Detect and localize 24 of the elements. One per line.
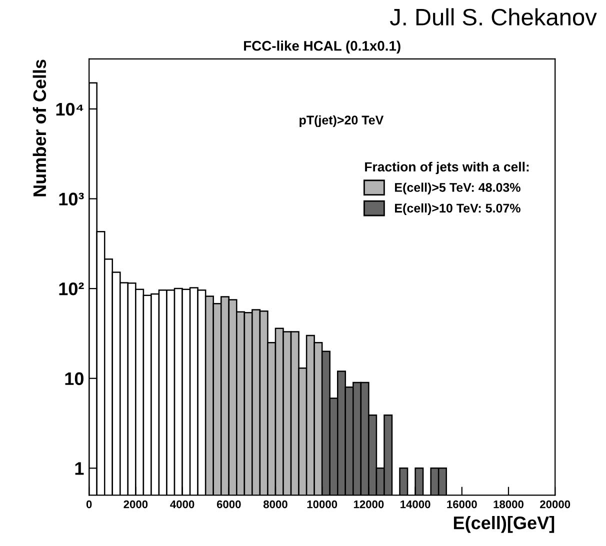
x-tick-label: 4000 <box>170 500 194 508</box>
chart-title: FCC-like HCAL (0.1x0.1) <box>244 40 400 54</box>
x-tick-label: 14000 <box>400 500 430 508</box>
x-tick-label: 6000 <box>216 500 241 508</box>
y-axis-title: Number of Cells <box>32 60 46 196</box>
x-tick-label: 16000 <box>447 500 477 508</box>
legend-title: Fraction of jets with a cell: <box>365 162 529 174</box>
y-tick-label: 10² <box>59 282 84 296</box>
x-tick-label: 10000 <box>307 500 338 508</box>
x-tick-label: 8000 <box>263 500 288 508</box>
x-tick-label: 2000 <box>124 500 148 508</box>
legend-label: E(cell)>5 TeV: 48.03% <box>395 182 520 194</box>
x-tick-label: 20000 <box>540 500 570 508</box>
x-tick-label: 12000 <box>354 500 384 508</box>
annotation: pT(jet)>20 TeV <box>300 115 384 127</box>
y-tick-label: 1 <box>75 462 84 475</box>
x-axis-title: E(cell)[GeV] <box>454 516 554 533</box>
y-tick-label: 10 <box>65 372 84 386</box>
x-tick-label: 18000 <box>494 500 524 508</box>
text: J. Dull S. Chekanov <box>390 8 597 26</box>
y-tick-label: 10³ <box>59 192 84 206</box>
y-tick-label: 10⁴ <box>56 102 84 116</box>
legend-label: E(cell)>10 TeV: 5.07% <box>395 203 520 216</box>
x-tick-label: 0 <box>86 500 92 508</box>
